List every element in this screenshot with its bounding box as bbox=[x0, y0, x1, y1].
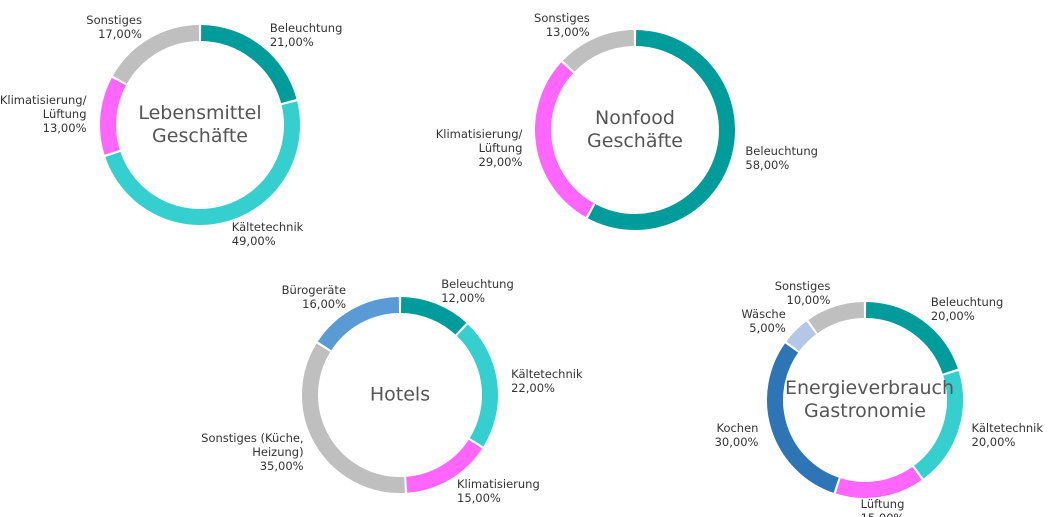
category-label: Beleuchtung bbox=[269, 20, 343, 35]
slice-label: Beleuchtung 20,00% bbox=[931, 295, 1004, 323]
value-label: 30,00% bbox=[714, 434, 759, 449]
value-label: 49,00% bbox=[231, 234, 276, 249]
category-label: Sonstiges bbox=[774, 279, 831, 294]
donut-segment bbox=[317, 297, 400, 351]
donut-segment bbox=[405, 439, 483, 493]
category-label: Kältetechnik bbox=[971, 420, 1044, 435]
slice-label: Bürogeräte 16,00% bbox=[282, 283, 346, 311]
category-label: Sonstiges (Küche, Heizung) bbox=[201, 431, 304, 459]
slice-label: Klimatisierung/ Lüftung 13,00% bbox=[0, 93, 87, 135]
value-label: 16,00% bbox=[302, 296, 347, 311]
donut-segment bbox=[767, 343, 839, 493]
donut-segment bbox=[200, 25, 297, 104]
donut-segment bbox=[456, 324, 498, 447]
value-label: 17,00% bbox=[98, 26, 142, 41]
slice-label: Kältetechnik 22,00% bbox=[511, 367, 583, 395]
category-label: Kochen bbox=[716, 420, 759, 435]
slice-label: Sonstiges 17,00% bbox=[86, 13, 142, 41]
value-label: 20,00% bbox=[971, 434, 1016, 449]
category-label: Kältetechnik bbox=[231, 220, 304, 235]
value-label: 22,00% bbox=[511, 380, 555, 395]
slice-label: Beleuchtung 58,00% bbox=[745, 144, 818, 172]
slice-label: Sonstiges (Küche, Heizung) 35,00% bbox=[179, 431, 304, 473]
value-label: 20,00% bbox=[930, 309, 975, 324]
slice-label: Beleuchtung 12,00% bbox=[441, 277, 514, 305]
slice-label: Sonstiges 10,00% bbox=[775, 279, 831, 307]
category-label: Sonstiges bbox=[534, 11, 590, 26]
value-label: 15,00% bbox=[861, 511, 905, 517]
donut-segment bbox=[302, 343, 405, 493]
slice-label: Wäsche 5,00% bbox=[741, 307, 785, 335]
slice-label: Klimatisierung/ Lüftung 29,00% bbox=[397, 126, 523, 169]
chart-title: Lebensmittel Geschäfte bbox=[138, 102, 262, 147]
category-label: Kältetechnik bbox=[511, 366, 583, 381]
slice-label: Kältetechnik 20,00% bbox=[972, 421, 1044, 449]
category-label: Klimatisierung bbox=[457, 477, 540, 492]
category-label: Beleuchtung bbox=[930, 295, 1004, 310]
donut-segment bbox=[786, 321, 817, 352]
value-label: 5,00% bbox=[749, 320, 786, 335]
category-label: Beleuchtung bbox=[441, 276, 514, 291]
donut-segment bbox=[587, 30, 735, 230]
category-label: Wäsche bbox=[741, 306, 786, 321]
donut-segment bbox=[835, 466, 922, 498]
donut-segment bbox=[562, 30, 635, 72]
slice-label: Kältetechnik 49,00% bbox=[232, 220, 304, 248]
category-label: Klimatisierung/ Lüftung bbox=[435, 126, 523, 155]
donut-segment bbox=[105, 101, 300, 225]
donut-segment bbox=[400, 297, 467, 335]
slice-label: Kochen 30,00% bbox=[715, 421, 759, 449]
category-label: Lüftung bbox=[860, 496, 905, 511]
value-label: 13,00% bbox=[545, 25, 590, 40]
category-label: Bürogeräte bbox=[281, 282, 347, 297]
donut-segment bbox=[808, 302, 865, 334]
value-label: 12,00% bbox=[441, 290, 486, 305]
value-label: 13,00% bbox=[42, 121, 87, 136]
value-label: 35,00% bbox=[259, 459, 304, 473]
slice-label: Klimatisierung 15,00% bbox=[457, 477, 540, 505]
slice-label: Beleuchtung 21,00% bbox=[270, 21, 343, 49]
value-label: 10,00% bbox=[786, 293, 831, 308]
category-label: Beleuchtung bbox=[745, 144, 818, 159]
value-label: 29,00% bbox=[478, 154, 523, 169]
slice-label: Lüftung15,00% bbox=[861, 497, 905, 517]
value-label: 21,00% bbox=[269, 34, 314, 49]
donut-segment bbox=[535, 62, 594, 218]
chart-title: Nonfood Geschäfte bbox=[587, 107, 683, 152]
donut-segment bbox=[913, 370, 963, 479]
donut-segment bbox=[112, 25, 200, 84]
value-label: 15,00% bbox=[457, 491, 501, 506]
category-label: Klimatisierung/ Lüftung bbox=[0, 93, 87, 122]
slice-label: Sonstiges 13,00% bbox=[534, 11, 590, 39]
chart-title: Energieverbrauch Gastronomie bbox=[785, 377, 955, 422]
category-label: Sonstiges bbox=[86, 12, 142, 27]
donut-segment bbox=[100, 77, 127, 155]
value-label: 58,00% bbox=[745, 158, 790, 173]
chart-title: Hotels bbox=[369, 383, 431, 406]
donut-segment bbox=[865, 302, 958, 374]
